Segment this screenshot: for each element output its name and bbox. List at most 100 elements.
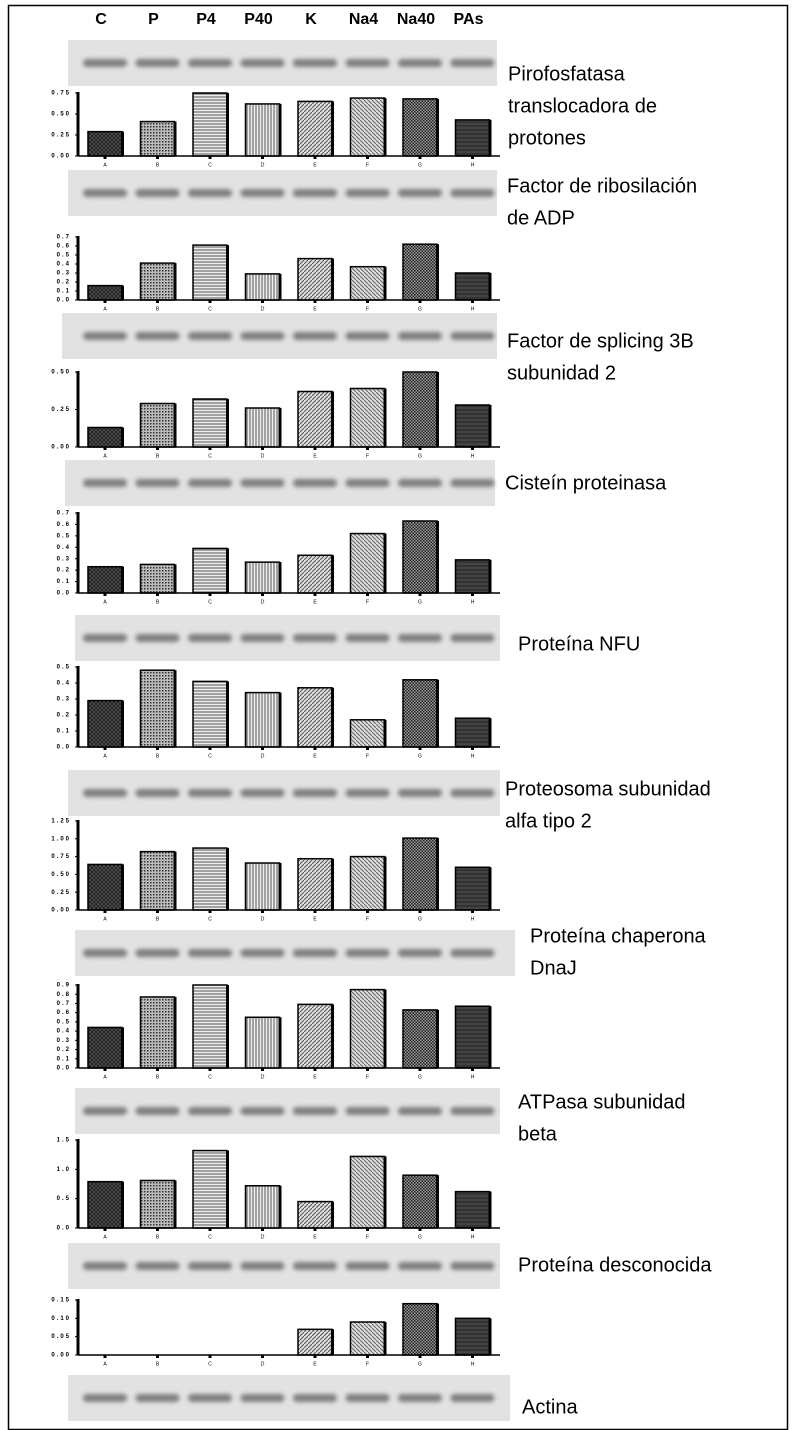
x-tick-label: B bbox=[156, 916, 160, 922]
x-tick-label: A bbox=[103, 1234, 107, 1240]
y-tick-label: 0.0 bbox=[57, 1226, 71, 1232]
bar bbox=[193, 848, 227, 910]
bar-edge bbox=[331, 101, 334, 156]
bar bbox=[88, 701, 122, 747]
bar bbox=[456, 273, 490, 300]
x-tick-label: B bbox=[156, 1074, 160, 1080]
bar bbox=[193, 1151, 227, 1228]
gel-band bbox=[188, 789, 232, 797]
bar bbox=[403, 1304, 437, 1355]
y-tick-label: 0.4 bbox=[57, 1029, 71, 1035]
bar bbox=[403, 680, 437, 747]
y-tick-label: 0.8 bbox=[57, 992, 71, 998]
x-tick-label: F bbox=[366, 453, 369, 459]
x-tick-label: E bbox=[313, 162, 317, 168]
bar-edge bbox=[226, 93, 229, 156]
y-tick-label: 0.25 bbox=[51, 890, 71, 896]
bar-edge bbox=[226, 548, 229, 593]
lane-header: PAs bbox=[454, 11, 484, 28]
y-tick-label: 0.15 bbox=[51, 1298, 71, 1304]
y-tick-label: 0.00 bbox=[51, 908, 71, 914]
x-tick-label: D bbox=[261, 306, 265, 312]
y-tick-label: 0.4 bbox=[57, 545, 71, 551]
gel-band bbox=[188, 1394, 232, 1402]
bar bbox=[403, 244, 437, 300]
bar bbox=[141, 122, 175, 156]
x-tick-label: H bbox=[471, 162, 475, 168]
y-tick-label: 0.2 bbox=[57, 280, 71, 286]
gel-band bbox=[346, 1262, 390, 1270]
bar-edge bbox=[436, 1304, 439, 1355]
protein-label: protones bbox=[508, 127, 586, 149]
x-tick-label: A bbox=[103, 916, 107, 922]
bar-edge bbox=[436, 99, 439, 156]
bar-edge bbox=[489, 1318, 492, 1355]
y-tick-label: 0.1 bbox=[57, 289, 71, 295]
bar-edge bbox=[174, 997, 177, 1068]
gel-band bbox=[451, 789, 495, 797]
gel-band bbox=[346, 949, 390, 957]
x-tick-label: C bbox=[208, 453, 212, 459]
x-tick-label: H bbox=[471, 1234, 475, 1240]
bar bbox=[351, 389, 385, 448]
protein-label: Proteína desconocida bbox=[518, 1254, 712, 1276]
x-tick-label: E bbox=[313, 599, 317, 605]
lane-header: Na40 bbox=[397, 11, 435, 28]
y-tick-label: 0.2 bbox=[57, 1047, 71, 1053]
protein-label: ATPasa subunidad bbox=[518, 1091, 686, 1113]
bar-edge bbox=[121, 701, 124, 747]
bar bbox=[403, 99, 437, 156]
bar-edge bbox=[384, 389, 387, 448]
bar-edge bbox=[436, 521, 439, 593]
protein-label: Proteína NFU bbox=[518, 633, 640, 655]
bar bbox=[141, 1180, 175, 1228]
x-tick-label: H bbox=[471, 1074, 475, 1080]
x-tick-label: F bbox=[366, 916, 369, 922]
bar-edge bbox=[384, 267, 387, 300]
bar bbox=[298, 555, 332, 593]
gel-band bbox=[188, 949, 232, 957]
lane-header: P40 bbox=[244, 11, 273, 28]
bar bbox=[193, 681, 227, 747]
x-tick-label: G bbox=[418, 916, 422, 922]
gel-band bbox=[83, 1262, 127, 1270]
bar bbox=[351, 990, 385, 1068]
x-tick-label: B bbox=[156, 599, 160, 605]
gel-band bbox=[293, 332, 337, 340]
x-tick-label: E bbox=[313, 1361, 317, 1367]
y-tick-label: 1.25 bbox=[51, 819, 71, 825]
bar-edge bbox=[279, 104, 282, 156]
gel-band bbox=[136, 59, 180, 67]
bar-edge bbox=[489, 1006, 492, 1068]
x-tick-label: F bbox=[366, 1074, 369, 1080]
gel-band bbox=[346, 332, 390, 340]
x-tick-label: D bbox=[261, 1074, 265, 1080]
bar-edge bbox=[384, 534, 387, 593]
x-tick-label: C bbox=[208, 753, 212, 759]
gel-band bbox=[136, 949, 180, 957]
y-tick-label: 0.05 bbox=[51, 1334, 71, 1340]
gel-band bbox=[241, 59, 285, 67]
y-tick-label: 0.7 bbox=[57, 511, 71, 517]
protein-label: Factor de splicing 3B bbox=[507, 330, 694, 352]
bar bbox=[456, 1192, 490, 1228]
y-tick-label: 0.00 bbox=[51, 445, 71, 451]
bar bbox=[88, 1027, 122, 1068]
protein-label: DnaJ bbox=[530, 957, 577, 979]
gel-band bbox=[136, 189, 180, 197]
bar-edge bbox=[489, 867, 492, 910]
bar bbox=[403, 1175, 437, 1228]
bar-edge bbox=[436, 372, 439, 447]
bar bbox=[298, 1202, 332, 1228]
bar-edge bbox=[331, 1004, 334, 1068]
x-tick-label: G bbox=[418, 306, 422, 312]
bar bbox=[141, 564, 175, 593]
x-tick-label: G bbox=[418, 1234, 422, 1240]
gel-band bbox=[83, 789, 127, 797]
x-tick-label: A bbox=[103, 753, 107, 759]
bar-edge bbox=[436, 680, 439, 747]
gel-band bbox=[398, 789, 442, 797]
protein-label: Proteosoma subunidad bbox=[505, 778, 711, 800]
bar bbox=[88, 1182, 122, 1228]
y-tick-label: 0.5 bbox=[57, 253, 71, 259]
